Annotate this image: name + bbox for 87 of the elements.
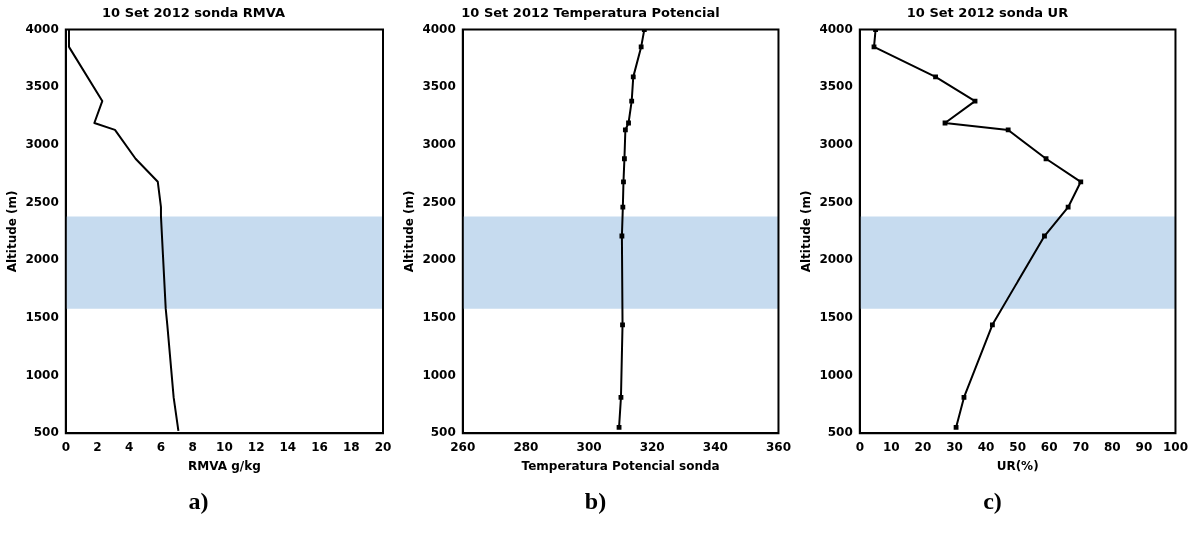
y-tick-label: 4000	[422, 21, 456, 36]
x-tick-label: 10	[883, 439, 900, 454]
y-tick-label: 1000	[25, 367, 59, 382]
point	[1005, 127, 1011, 133]
y-tick-label: 1000	[422, 367, 456, 382]
y-tick-label: 2500	[422, 194, 456, 209]
y-tick-label: 3000	[25, 137, 59, 152]
x-tick-label: 300	[576, 439, 602, 454]
x-tick-label: 8	[188, 439, 197, 454]
x-tick-label: 260	[450, 439, 476, 454]
x-tick-label: 16	[311, 439, 328, 454]
y-axis-title: Altitude (m)	[799, 190, 814, 273]
y-tick-label: 3500	[25, 79, 59, 94]
x-tick-label: 6	[156, 439, 166, 454]
point	[620, 322, 625, 328]
chart-title: 10 Set 2012 sonda UR	[906, 5, 1069, 21]
y-tick-label: 4000	[25, 21, 59, 36]
y-tick-label: 500	[827, 425, 853, 440]
x-tick-label: 18	[342, 439, 360, 454]
point	[626, 120, 631, 126]
y-tick-label: 1500	[422, 310, 456, 325]
point	[638, 44, 644, 50]
y-tick-label: 2500	[819, 194, 853, 209]
x-tick-label: 320	[639, 439, 665, 454]
x-tick-label: 70	[1072, 439, 1090, 454]
x-tick-label: 12	[247, 439, 265, 454]
point	[972, 98, 978, 104]
y-tick-label: 3500	[422, 79, 456, 94]
point	[871, 44, 877, 50]
y-tick-label: 1000	[819, 367, 853, 382]
x-tick-label: 30	[946, 439, 963, 454]
point	[933, 74, 938, 80]
y-tick-label: 2000	[422, 252, 456, 267]
x-axis-title: Temperatura Potencial sonda	[521, 458, 720, 473]
point	[622, 127, 628, 133]
y-axis-title: Altitude (m)	[5, 190, 20, 273]
text: b)	[583, 488, 608, 515]
x-tick-label: 40	[977, 439, 995, 454]
chart-title: 10 Set 2012 Temperatura Potencial	[461, 5, 720, 21]
y-tick-label: 500	[430, 425, 456, 440]
x-tick-label: 280	[513, 439, 539, 454]
point	[618, 395, 624, 400]
point	[961, 395, 967, 400]
text: a)	[187, 488, 210, 515]
x-tick-label: 4	[125, 439, 134, 454]
point	[1042, 233, 1047, 239]
point	[629, 98, 635, 104]
y-tick-label: 2000	[819, 252, 853, 267]
point	[619, 233, 625, 239]
y-tick-label: 500	[33, 425, 59, 440]
x-tick-label: 80	[1103, 439, 1121, 454]
chart-title: 10 Set 2012 sonda RMVA	[102, 5, 285, 21]
y-tick-label: 3000	[819, 137, 853, 152]
point	[1078, 179, 1084, 185]
x-tick-label: 340	[702, 439, 728, 454]
x-tick-label: 50	[1009, 439, 1026, 454]
y-tick-label: 1500	[819, 310, 853, 325]
y-axis-title: Altitude (m)	[402, 190, 417, 273]
y-tick-label: 2500	[25, 194, 59, 209]
y-tick-label: 2000	[25, 252, 59, 267]
point	[630, 74, 636, 80]
x-tick-label: 360	[765, 439, 792, 454]
x-tick-label: 20	[374, 439, 392, 454]
x-tick-label: 0	[61, 439, 70, 454]
x-tick-label: 60	[1040, 439, 1058, 454]
point	[1065, 204, 1071, 210]
x-axis-title: UR(%)	[996, 458, 1039, 473]
x-tick-label: 20	[914, 439, 932, 454]
x-tick-label: 90	[1135, 439, 1153, 454]
point	[616, 425, 622, 430]
point	[989, 322, 995, 328]
y-tick-label: 3000	[422, 137, 456, 152]
x-axis-title: RMVA g/kg	[188, 458, 261, 473]
point	[953, 425, 959, 430]
y-tick-label: 3500	[819, 79, 853, 94]
x-tick-label: 2	[93, 439, 102, 454]
x-tick-label: 100	[1162, 439, 1189, 454]
y-tick-label: 1500	[25, 310, 59, 325]
point	[622, 156, 627, 162]
x-tick-label: 14	[279, 439, 297, 454]
text: c)	[982, 488, 1003, 515]
point	[621, 179, 626, 185]
point	[1043, 156, 1049, 162]
x-tick-label: 0	[855, 439, 864, 454]
y-tick-label: 4000	[819, 21, 853, 36]
x-tick-label: 10	[216, 439, 233, 454]
point	[620, 204, 626, 210]
